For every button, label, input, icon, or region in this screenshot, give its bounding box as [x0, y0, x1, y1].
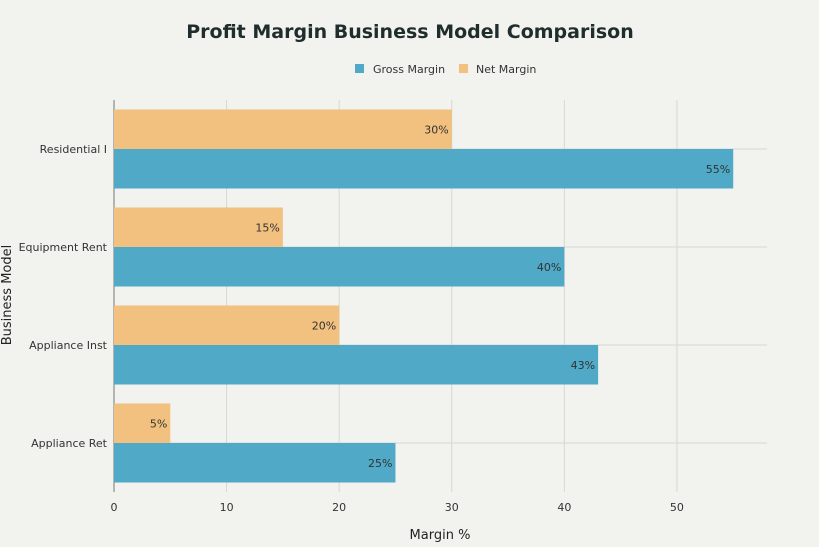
y-tick-label-2: Appliance Inst — [29, 339, 108, 352]
data-label-gross-margin-2: 43% — [571, 359, 595, 372]
x-tick-label-0: 0 — [111, 501, 118, 514]
data-label-gross-margin-3: 25% — [368, 457, 392, 470]
data-label-gross-margin-0: 55% — [706, 163, 730, 176]
chart-title: Profit Margin Business Model Comparison — [186, 21, 634, 43]
legend-label-gross-margin: Gross Margin — [373, 63, 445, 76]
y-axis-title: Business Model — [0, 245, 15, 346]
legend-swatch-net-margin — [459, 64, 468, 73]
bar-net-margin-2 — [114, 305, 340, 345]
x-tick-label-4: 40 — [557, 501, 571, 514]
legend-swatch-gross-margin — [355, 64, 364, 73]
x-tick-label-1: 10 — [220, 501, 234, 514]
x-tick-label-5: 50 — [670, 501, 684, 514]
data-label-net-margin-1: 15% — [255, 221, 279, 234]
data-label-net-margin-0: 30% — [424, 123, 448, 136]
legend-label-net-margin: Net Margin — [476, 63, 536, 76]
bar-gross-margin-0 — [114, 149, 734, 189]
y-tick-label-0: Residential I — [40, 143, 107, 156]
data-label-net-margin-2: 20% — [312, 319, 336, 332]
y-tick-label-1: Equipment Rent — [19, 241, 108, 254]
data-label-gross-margin-1: 40% — [537, 261, 561, 274]
bar-gross-margin-3 — [114, 443, 396, 483]
x-axis-ticks: 0 10 20 30 40 50 — [111, 501, 684, 514]
bar-net-margin-0 — [114, 109, 452, 149]
data-label-net-margin-3: 5% — [150, 417, 167, 430]
x-tick-label-2: 20 — [332, 501, 346, 514]
bar-net-margin-3 — [114, 403, 171, 443]
y-axis-ticks: Residential I Equipment Rent Appliance Ins… — [19, 143, 108, 450]
legend: Gross Margin Net Margin — [355, 63, 536, 76]
x-tick-label-3: 30 — [445, 501, 459, 514]
y-tick-label-3: Appliance Ret — [31, 437, 108, 450]
x-axis-title: Margin % — [410, 528, 471, 543]
bar-gross-margin-1 — [114, 247, 565, 287]
bar-gross-margin-2 — [114, 345, 599, 385]
bars: 30% 55% 15% 40% 20% 43% 5% 25% — [114, 109, 734, 483]
bar-net-margin-1 — [114, 207, 283, 247]
